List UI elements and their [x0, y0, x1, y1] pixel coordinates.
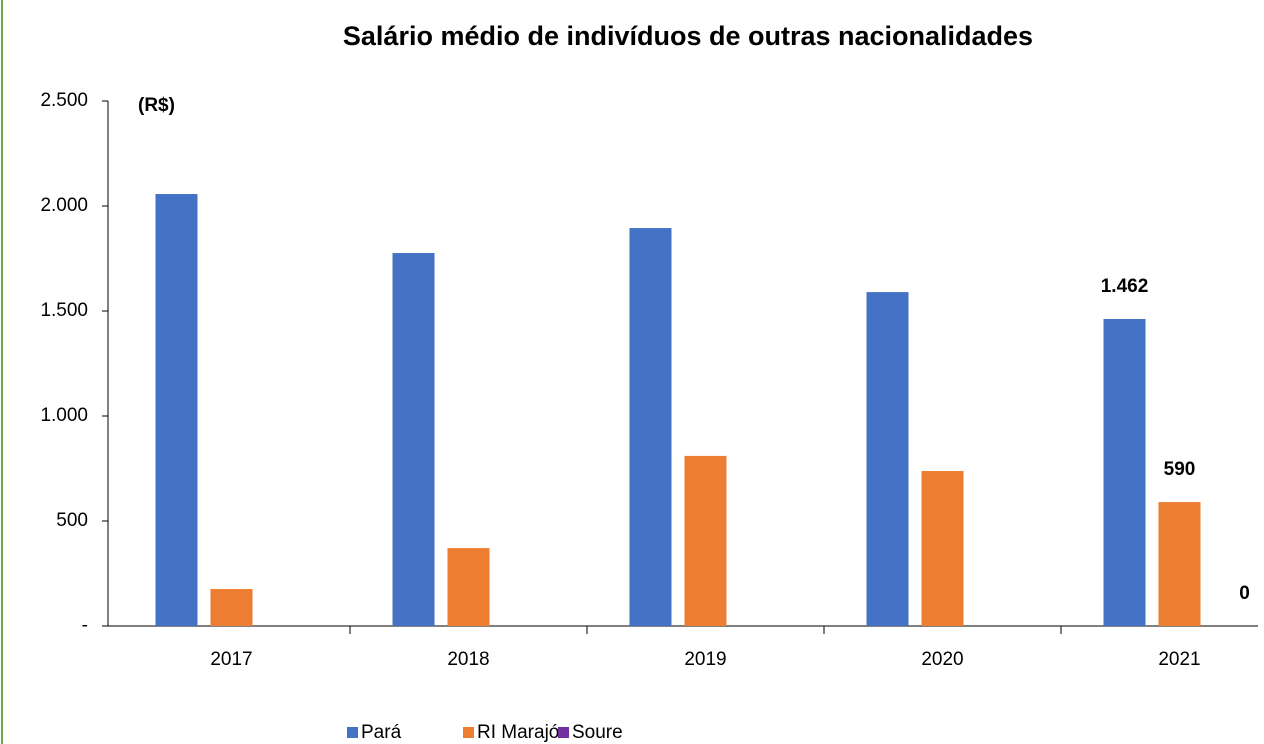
legend-label: RI Marajó — [477, 722, 559, 743]
bar — [447, 548, 490, 626]
x-tick-label: 2019 — [684, 649, 726, 670]
legend-swatch — [347, 727, 358, 738]
bar — [866, 292, 909, 626]
x-tick-label: 2020 — [921, 649, 963, 670]
bar — [629, 228, 672, 627]
bar — [210, 589, 253, 626]
y-tick-label: 1.500 — [40, 300, 88, 321]
bar — [684, 455, 727, 626]
x-tick-label: 2017 — [210, 649, 252, 670]
legend-swatch — [558, 727, 569, 738]
data-label: 590 — [1164, 459, 1196, 480]
bar — [155, 194, 198, 626]
y-axis-label: (R$) — [138, 95, 175, 116]
legend-label: Pará — [361, 722, 402, 743]
y-tick-label: 2.500 — [40, 90, 88, 111]
y-tick-label: 1.000 — [40, 405, 88, 426]
x-tick-label: 2018 — [447, 649, 489, 670]
x-tick-label: 2021 — [1158, 649, 1200, 670]
legend-swatch — [463, 727, 474, 738]
chart-title: Salário médio de indivíduos de outras na… — [343, 21, 1033, 51]
data-label: 0 — [1239, 583, 1250, 604]
y-tick-label: 500 — [56, 510, 88, 531]
data-label: 1.462 — [1101, 276, 1149, 297]
bar — [1158, 502, 1201, 626]
bar — [392, 253, 435, 627]
y-tick-label: 2.000 — [40, 195, 88, 216]
y-tick-label: - — [82, 615, 88, 636]
bar — [1103, 318, 1146, 626]
legend-label: Soure — [572, 722, 623, 743]
bar — [921, 471, 964, 626]
